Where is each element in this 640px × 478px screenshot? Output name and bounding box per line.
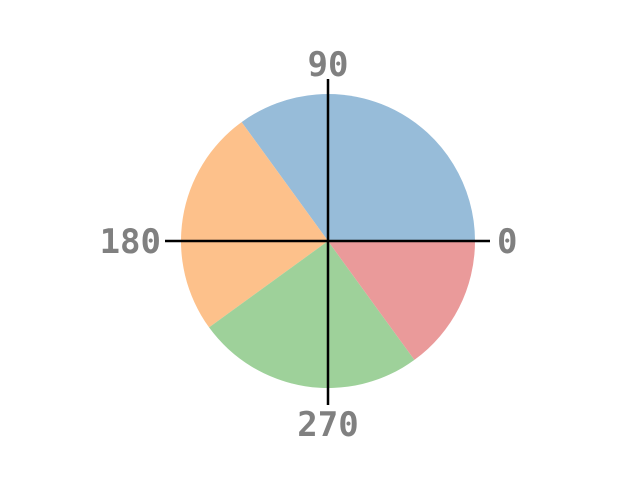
label-90: 90 xyxy=(308,45,349,85)
label-180: 180 xyxy=(100,222,161,262)
pie-slices xyxy=(181,94,475,388)
pie-slice-0 xyxy=(241,94,475,242)
label-270: 270 xyxy=(297,405,358,445)
pie-slice-3 xyxy=(328,241,475,360)
pie-slice-2 xyxy=(209,241,415,388)
pie-slice-1 xyxy=(181,122,328,328)
label-0: 0 xyxy=(497,222,517,262)
